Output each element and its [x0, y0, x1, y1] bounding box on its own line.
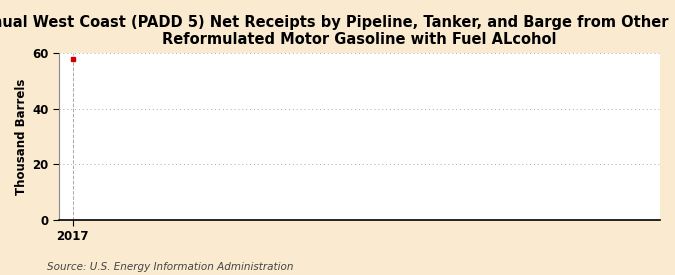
Y-axis label: Thousand Barrels: Thousand Barrels: [15, 78, 28, 195]
Title: Annual West Coast (PADD 5) Net Receipts by Pipeline, Tanker, and Barge from Othe: Annual West Coast (PADD 5) Net Receipts …: [0, 15, 675, 47]
Text: Source: U.S. Energy Information Administration: Source: U.S. Energy Information Administ…: [47, 262, 294, 272]
